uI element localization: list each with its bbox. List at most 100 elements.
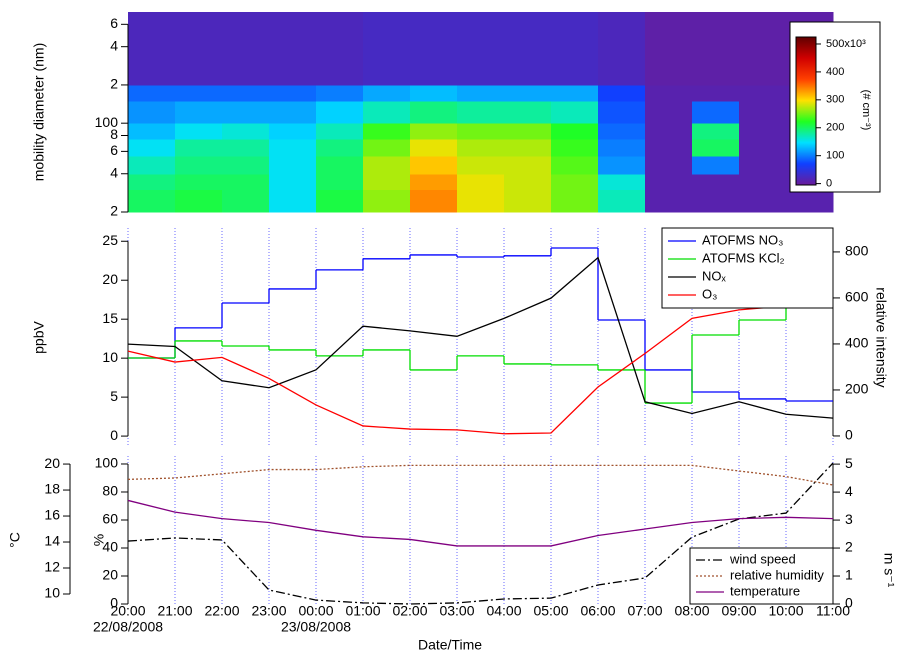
heatmap-cell [692, 84, 740, 102]
heatmap-cell [269, 100, 317, 124]
heatmap-cell [222, 123, 270, 140]
heatmap-cell [598, 156, 646, 175]
tick-label: 12 [44, 559, 60, 575]
axis-title: mobility diameter (nm) [31, 43, 47, 181]
heatmap-cell [504, 139, 552, 157]
heatmap-cell [175, 100, 223, 124]
heatmap-cell [269, 84, 317, 102]
heatmap-cell [269, 12, 317, 86]
x-tick-label: 00:00 [298, 603, 333, 619]
heatmap-cell [410, 139, 458, 157]
tick-label: 40 [102, 539, 118, 555]
heatmap-cell [175, 12, 223, 86]
heatmap-cell [128, 12, 176, 86]
legend-label: O₃ [702, 286, 717, 301]
tick-label: 3 [845, 511, 853, 527]
heatmap-cell [175, 139, 223, 157]
heatmap-cell [363, 123, 411, 140]
tick-label: 200 [845, 381, 869, 397]
tick-label: 20 [102, 271, 118, 287]
heatmap-cell [598, 189, 646, 213]
tick-label: 0 [845, 595, 853, 611]
legend-label: ATOFMS KCl₂ [702, 250, 785, 265]
heatmap-cell [269, 156, 317, 175]
heatmap-cell [551, 100, 599, 124]
heatmap-cell [645, 100, 693, 124]
x-tick-label: 23:00 [251, 603, 286, 619]
heatmap-cell [551, 189, 599, 213]
colorbar-tick-label: 300 [826, 94, 844, 106]
tick-label: 800 [845, 243, 869, 259]
heatmap-cell [692, 123, 740, 140]
tick-label: 0 [110, 595, 118, 611]
heatmap-cell [739, 139, 787, 157]
heatmap-cell [269, 123, 317, 140]
heatmap-cell [410, 12, 458, 86]
tick-label: 5 [845, 455, 853, 471]
heatmap-cell [504, 100, 552, 124]
heatmap-cell [504, 156, 552, 175]
x-tick-label: 06:00 [580, 603, 615, 619]
colorbar [795, 36, 817, 186]
heatmap-cell [175, 156, 223, 175]
legend-label: ATOFMS NO₃ [702, 232, 783, 247]
heatmap-cell [504, 84, 552, 102]
heatmap-cell [645, 173, 693, 191]
tick-label: 20 [102, 567, 118, 583]
heatmap-cell [222, 156, 270, 175]
heatmap-cell [551, 84, 599, 102]
x-tick-label: 10:00 [768, 603, 803, 619]
heatmap-cell [128, 139, 176, 157]
heatmap-cell [692, 12, 740, 86]
tick-label: 4 [110, 164, 118, 180]
heatmap-cell [598, 139, 646, 157]
heatmap-cell [410, 123, 458, 140]
heatmap-cell [692, 139, 740, 157]
tick-label: 5 [110, 388, 118, 404]
heatmap-cell [363, 173, 411, 191]
tick-label: 100 [95, 114, 119, 130]
heatmap-cell [598, 173, 646, 191]
x-tick-label: 20:00 [110, 603, 145, 619]
heatmap-cell [692, 173, 740, 191]
heatmap-cell [363, 139, 411, 157]
heatmap-cell [786, 189, 834, 213]
heatmap-cell [645, 189, 693, 213]
series-line [127, 462, 834, 605]
heatmap-cell [739, 189, 787, 213]
tick-label: 18 [44, 481, 60, 497]
heatmap-cell [551, 123, 599, 140]
heatmap-cell [363, 12, 411, 86]
heatmap-cell [222, 12, 270, 86]
legend-label: NOₓ [702, 268, 727, 283]
heatmap-cell [645, 139, 693, 157]
heatmap-cell [128, 123, 176, 140]
x-tick-label: 03:00 [439, 603, 474, 619]
heatmap-cell [222, 100, 270, 124]
heatmap-cell [645, 156, 693, 175]
x-tick-label: 05:00 [533, 603, 568, 619]
x-tick-label: 21:00 [157, 603, 192, 619]
colorbar-tick-label: 200 [826, 122, 844, 134]
heatmap-cell [551, 12, 599, 86]
heatmap-cell [128, 84, 176, 102]
heatmap-cell [739, 123, 787, 140]
tick-label: 10 [102, 349, 118, 365]
x-tick-label: 04:00 [486, 603, 521, 619]
heatmap-cell [128, 156, 176, 175]
tick-label: 0 [110, 427, 118, 443]
heatmap-cell [316, 173, 364, 191]
tick-label: 20 [44, 455, 60, 471]
tick-label: 600 [845, 289, 869, 305]
axis-title: % [91, 534, 107, 546]
heatmap-cell [269, 173, 317, 191]
heatmap-cell [551, 156, 599, 175]
heatmap-cell [128, 100, 176, 124]
heatmap-cell [269, 189, 317, 213]
heatmap-cell [739, 156, 787, 175]
heatmap-cell [222, 173, 270, 191]
tick-label: 0 [845, 427, 853, 443]
tick-label: 400 [845, 335, 869, 351]
heatmap-cell [222, 139, 270, 157]
